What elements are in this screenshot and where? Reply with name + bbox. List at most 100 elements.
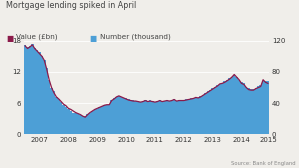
Bar: [262, 81, 264, 134]
Bar: [219, 84, 221, 134]
Bar: [243, 83, 245, 134]
Bar: [151, 101, 154, 134]
Bar: [89, 113, 91, 134]
Text: ■: ■: [6, 34, 13, 43]
Bar: [79, 115, 82, 134]
Text: Value (£bn): Value (£bn): [16, 34, 58, 40]
Bar: [65, 107, 67, 134]
Bar: [48, 80, 50, 134]
Bar: [72, 113, 74, 134]
Bar: [94, 109, 96, 134]
Bar: [257, 86, 260, 134]
Bar: [202, 95, 204, 134]
Bar: [130, 100, 132, 134]
Bar: [260, 85, 262, 134]
Bar: [163, 101, 166, 134]
Bar: [98, 107, 101, 134]
Bar: [91, 111, 94, 134]
Bar: [190, 98, 192, 134]
Bar: [84, 116, 86, 134]
Bar: [264, 81, 267, 134]
Bar: [106, 105, 108, 134]
Bar: [238, 80, 240, 134]
Bar: [58, 99, 60, 134]
Bar: [45, 68, 48, 134]
Bar: [74, 113, 77, 134]
Bar: [103, 106, 106, 134]
Bar: [250, 89, 252, 134]
Bar: [166, 100, 168, 134]
Bar: [123, 98, 125, 134]
Bar: [33, 48, 36, 134]
Bar: [101, 106, 103, 134]
Bar: [199, 96, 202, 134]
Bar: [132, 100, 135, 134]
Bar: [125, 98, 127, 134]
Bar: [70, 111, 72, 134]
Bar: [147, 101, 149, 134]
Bar: [207, 91, 209, 134]
Bar: [161, 101, 163, 134]
Bar: [36, 50, 38, 134]
Bar: [139, 102, 142, 134]
Bar: [77, 114, 79, 134]
Bar: [142, 101, 144, 134]
Bar: [267, 81, 269, 134]
Bar: [60, 102, 62, 134]
Bar: [183, 100, 185, 134]
Bar: [170, 100, 173, 134]
Bar: [226, 80, 228, 134]
Bar: [113, 98, 115, 134]
Text: ■: ■: [90, 34, 97, 43]
Bar: [211, 88, 214, 134]
Text: Source: Bank of England: Source: Bank of England: [231, 161, 296, 166]
Bar: [86, 114, 89, 134]
Bar: [195, 97, 197, 134]
Bar: [240, 82, 243, 134]
Text: Mortgage lending spiked in April: Mortgage lending spiked in April: [6, 1, 136, 10]
Bar: [120, 97, 123, 134]
Bar: [255, 88, 257, 134]
Bar: [110, 100, 113, 134]
Bar: [231, 77, 233, 134]
Bar: [96, 109, 98, 134]
Bar: [209, 90, 211, 134]
Bar: [223, 81, 226, 134]
Bar: [115, 97, 118, 134]
Bar: [118, 96, 120, 134]
Bar: [252, 89, 255, 134]
Bar: [228, 78, 231, 134]
Bar: [50, 88, 53, 134]
Bar: [233, 75, 235, 134]
Bar: [180, 100, 183, 134]
Bar: [41, 56, 43, 134]
Bar: [187, 99, 190, 134]
Bar: [55, 97, 58, 134]
Bar: [24, 45, 26, 134]
Bar: [175, 101, 178, 134]
Bar: [149, 100, 151, 134]
Bar: [173, 99, 175, 134]
Bar: [214, 87, 216, 134]
Bar: [53, 91, 55, 134]
Bar: [235, 77, 238, 134]
Bar: [192, 98, 195, 134]
Bar: [178, 100, 180, 134]
Bar: [154, 102, 156, 134]
Bar: [185, 99, 187, 134]
Bar: [216, 85, 219, 134]
Bar: [26, 47, 29, 134]
Bar: [108, 105, 110, 134]
Bar: [144, 100, 147, 134]
Bar: [38, 52, 41, 134]
Bar: [43, 60, 45, 134]
Bar: [204, 93, 207, 134]
Bar: [221, 83, 223, 134]
Bar: [158, 100, 161, 134]
Bar: [248, 88, 250, 134]
Text: Number (thousand): Number (thousand): [100, 34, 171, 40]
Bar: [67, 109, 70, 134]
Bar: [197, 98, 199, 134]
Bar: [168, 101, 170, 134]
Bar: [137, 101, 139, 134]
